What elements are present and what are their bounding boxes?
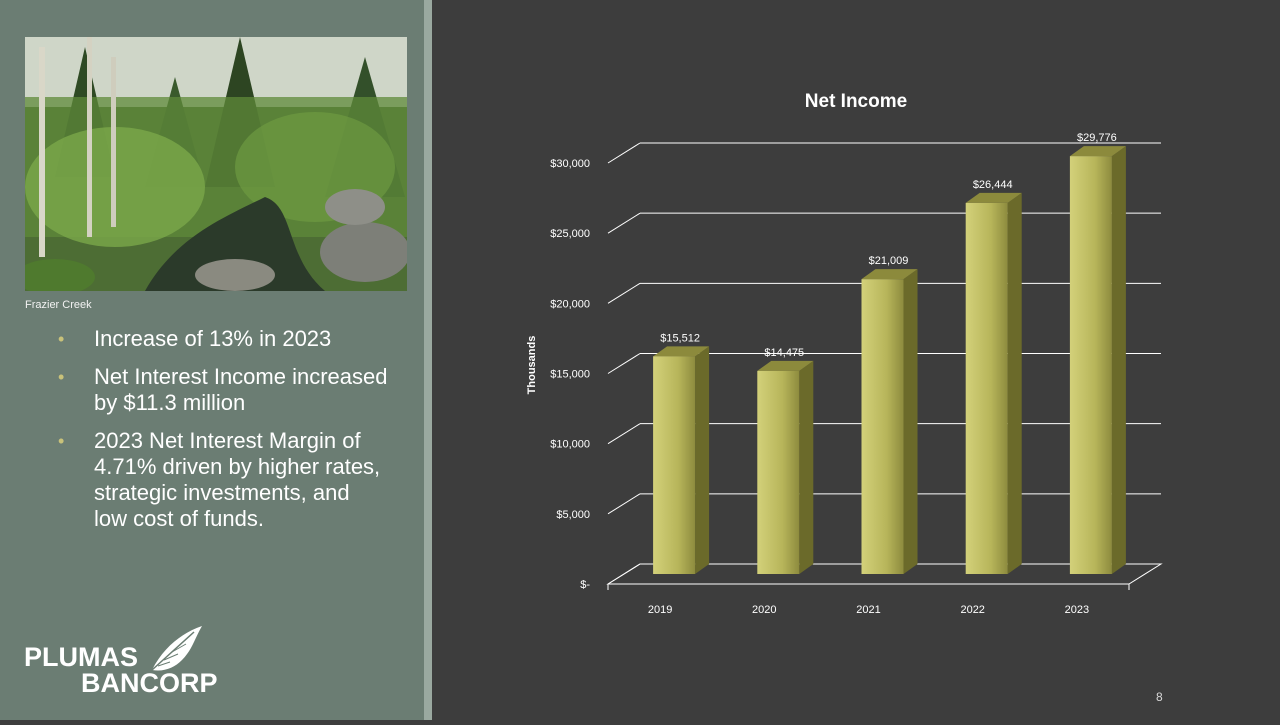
logo-line2: BANCORP: [81, 668, 218, 696]
y-tick-label: $15,000: [550, 369, 590, 381]
chart-title: Net Income: [804, 91, 908, 112]
photo-caption: Frazier Creek: [25, 299, 92, 311]
page-number: 8: [1156, 690, 1163, 704]
bullet-item: Net Interest Income increased by $11.3 m…: [58, 364, 388, 416]
bar-side: [695, 346, 710, 574]
y-tick-label: $30,000: [550, 158, 590, 170]
data-label: $21,009: [869, 255, 909, 267]
y-axis-label: Thousands: [526, 336, 538, 395]
y-tick-label: $10,000: [550, 439, 590, 451]
bullet-item: Increase of 13% in 2023: [58, 326, 388, 352]
gridline-depth: [607, 212, 641, 234]
data-label: $15,512: [660, 332, 700, 344]
bar: [965, 202, 1008, 574]
y-tick-label: $25,000: [550, 228, 590, 240]
x-tick-label: 2023: [1065, 604, 1089, 616]
bullet-list: Increase of 13% in 2023 Net Interest Inc…: [58, 326, 388, 544]
bar: [861, 279, 904, 574]
bar-side: [903, 269, 918, 574]
chart-floor: [606, 563, 1163, 585]
y-tick-label: $5,000: [556, 509, 590, 521]
x-tick-label: 2019: [648, 604, 672, 616]
bar-side: [1111, 146, 1126, 574]
feather-icon: [151, 626, 202, 671]
bar: [757, 370, 800, 574]
gridline-depth: [607, 423, 641, 445]
bar: [1069, 156, 1112, 574]
bar-top: [653, 346, 710, 357]
chart-svg: $- $5,000 $10,000 $15,000 $20,000 $25,000 $30,…: [526, 132, 1163, 616]
net-income-chart: Net Income $- $5,000 $10,000 $15,000 $20,000…: [432, 0, 1280, 720]
gridline-depth: [607, 142, 641, 164]
data-label: $29,776: [1077, 132, 1117, 144]
bar-side: [1007, 192, 1022, 574]
bar-side: [799, 360, 814, 574]
logo-line1: PLUMAS: [24, 642, 138, 672]
bar-top: [861, 269, 918, 280]
plumas-bancorp-logo: PLUMAS BANCORP: [24, 626, 234, 698]
x-tick-label: 2020: [752, 604, 776, 616]
y-tick-label: $-: [580, 579, 590, 591]
bar-top: [1069, 146, 1126, 157]
data-label: $14,475: [764, 347, 804, 359]
gridline-depth: [607, 282, 641, 304]
x-tick-label: 2022: [960, 604, 984, 616]
panel-divider: [424, 0, 432, 720]
gridline-depth: [607, 353, 641, 374]
bullet-item: 2023 Net Interest Margin of 4.71% driven…: [58, 428, 388, 532]
y-tick-label: $20,000: [550, 298, 590, 310]
bar-top: [757, 360, 814, 371]
data-label: $26,444: [973, 179, 1013, 191]
bar: [653, 356, 696, 574]
gridline-depth: [607, 493, 641, 515]
creek-photo: [25, 37, 407, 291]
bar-top: [965, 192, 1022, 203]
x-tick-label: 2021: [856, 604, 880, 616]
